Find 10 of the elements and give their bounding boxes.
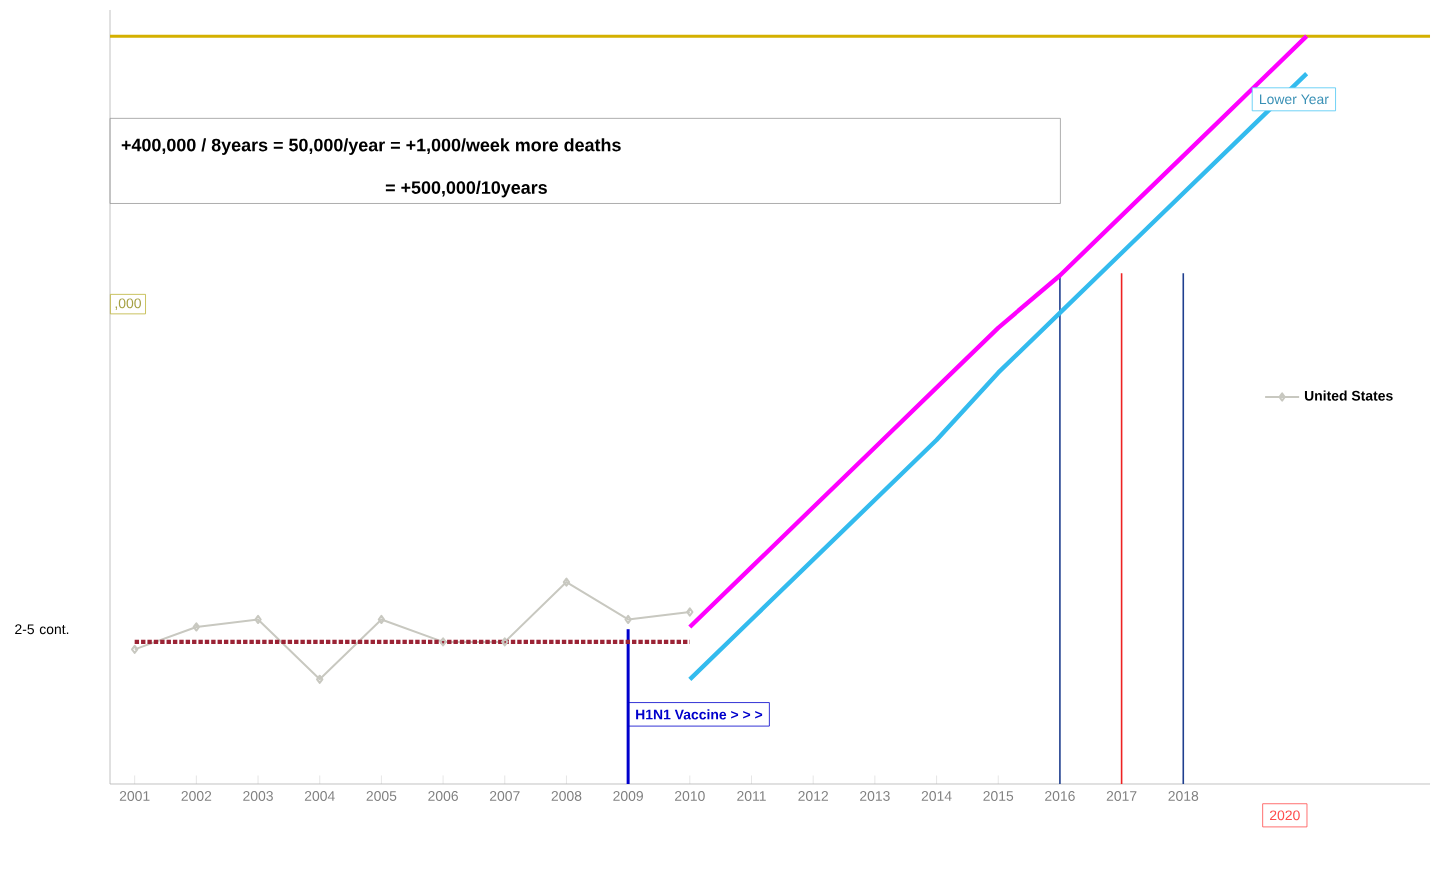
point bbox=[254, 614, 262, 625]
point bbox=[501, 637, 509, 647]
point bbox=[377, 614, 386, 625]
annotation: +400,000 / 8years = 50,000/year = +1,000/week more deaths bbox=[121, 138, 621, 155]
point bbox=[562, 577, 571, 587]
point bbox=[192, 622, 201, 632]
annotation: = +500,000/10years bbox=[385, 180, 547, 198]
point bbox=[624, 614, 632, 625]
point bbox=[316, 674, 324, 684]
point bbox=[439, 637, 447, 647]
